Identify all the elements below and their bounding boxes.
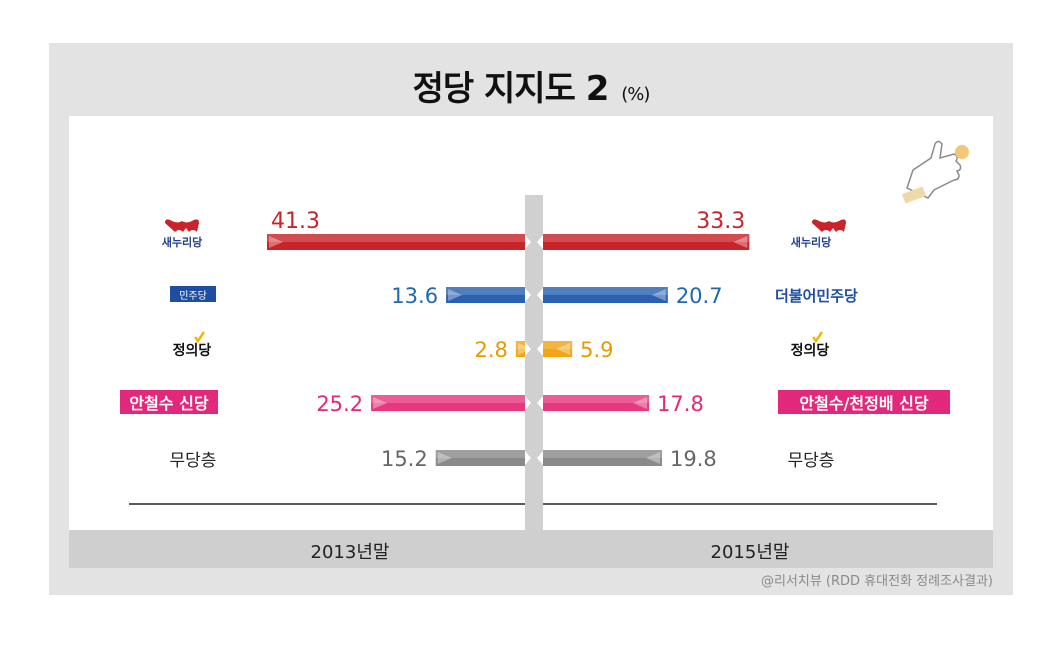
value-right-2: 5.9 (580, 338, 613, 362)
divider-notch-left-3 (525, 396, 531, 410)
bar-left-shine-3 (371, 395, 534, 403)
bar-right-arrow-3 (633, 397, 648, 409)
bar-left-arrow-2 (517, 343, 532, 355)
source-note: @리서치뷰 (RDD 휴대전화 정례조사결과) (760, 574, 993, 589)
divider-notch-left-4 (525, 451, 531, 465)
bar-right-4 (534, 450, 663, 466)
x-label-2015: 2015년말 (710, 542, 790, 563)
bar-right-arrow-4 (646, 452, 661, 464)
party-right-4: 무당층 (788, 451, 835, 471)
tap-dot (955, 145, 969, 159)
bar-left-shine-2 (515, 341, 534, 349)
party-left-bg-3 (120, 390, 218, 414)
value-left-4: 15.2 (381, 447, 428, 471)
bar-left-shine-0 (267, 234, 534, 242)
bar-right-3 (534, 395, 650, 411)
logo-left-0 (165, 219, 199, 232)
divider-notch-left-0 (525, 235, 531, 249)
divider-notch-right-0 (537, 235, 543, 249)
check-left-2 (194, 331, 206, 344)
divider-notch-right-3 (537, 396, 543, 410)
party-left-bg-1 (170, 286, 216, 302)
x-label-2013: 2013년말 (310, 542, 390, 563)
party-left-0: 새누리당 (162, 235, 202, 249)
party-left-2: 정의당 (173, 342, 212, 359)
bar-left-arrow-3 (373, 397, 388, 409)
value-right-3: 17.8 (657, 392, 704, 416)
value-left-3: 25.2 (316, 392, 363, 416)
value-right-1: 20.7 (676, 284, 723, 308)
divider-notch-right-4 (537, 451, 543, 465)
party-left-1: 민주당 (179, 290, 207, 302)
bar-right-shine-4 (534, 450, 663, 458)
title-unit: (%) (621, 84, 650, 105)
party-right-2: 정의당 (791, 342, 830, 359)
value-left-2: 2.8 (474, 338, 507, 362)
party-right-bg-3 (778, 390, 950, 414)
value-right-0: 33.3 (696, 209, 745, 234)
party-support-chart: 41.3 33.3 13.6 20.7 2.8 5.9 25.2 17.8 15.2 19.8 새누… (120, 140, 969, 530)
logo-right-0 (812, 219, 846, 232)
bar-right-shine-2 (534, 341, 573, 349)
party-right-3: 안철수/천정배 신당 (799, 394, 928, 413)
bar-left-4 (435, 450, 534, 466)
bar-right-1 (534, 287, 668, 303)
chart-title: 정당 지지도 2 (%) (49, 61, 1013, 110)
bar-left-arrow-1 (448, 289, 463, 301)
bar-right-shine-3 (534, 395, 650, 403)
divider-notch-left-2 (525, 342, 531, 356)
x-axis-band: 2013년말 2015년말 (69, 530, 993, 568)
divider-notch-right-2 (537, 342, 543, 356)
bar-left-arrow-0 (269, 236, 283, 248)
bar-left-shine-4 (435, 450, 534, 458)
pointing-hand-icon (901, 140, 969, 204)
hand-shape (906, 140, 962, 199)
bar-right-arrow-0 (733, 236, 748, 248)
bar-right-shine-1 (534, 287, 668, 295)
bar-right-arrow-1 (651, 289, 666, 301)
title-text: 정당 지지도 2 (412, 69, 610, 109)
center-divider (525, 195, 543, 530)
value-right-4: 19.8 (670, 447, 717, 471)
bar-left-1 (446, 287, 534, 303)
bar-right-0 (534, 234, 750, 250)
bar-right-2 (534, 341, 573, 357)
value-left-0: 41.3 (271, 209, 320, 234)
divider-notch-right-1 (537, 288, 543, 302)
bar-right-arrow-2 (556, 343, 571, 355)
hand-cuff (901, 186, 927, 204)
party-left-3: 안철수 신당 (129, 394, 208, 413)
bar-left-0 (267, 234, 534, 250)
value-left-1: 13.6 (391, 284, 438, 308)
check-right-2 (812, 331, 824, 344)
party-left-4: 무당층 (170, 451, 217, 471)
divider-notch-left-1 (525, 288, 531, 302)
party-right-0: 새누리당 (791, 235, 831, 249)
party-right-1: 더불어민주당 (775, 287, 858, 305)
bar-left-arrow-4 (437, 452, 452, 464)
bar-right-shine-0 (534, 234, 750, 242)
bar-left-shine-1 (446, 287, 534, 295)
bar-left-3 (371, 395, 534, 411)
